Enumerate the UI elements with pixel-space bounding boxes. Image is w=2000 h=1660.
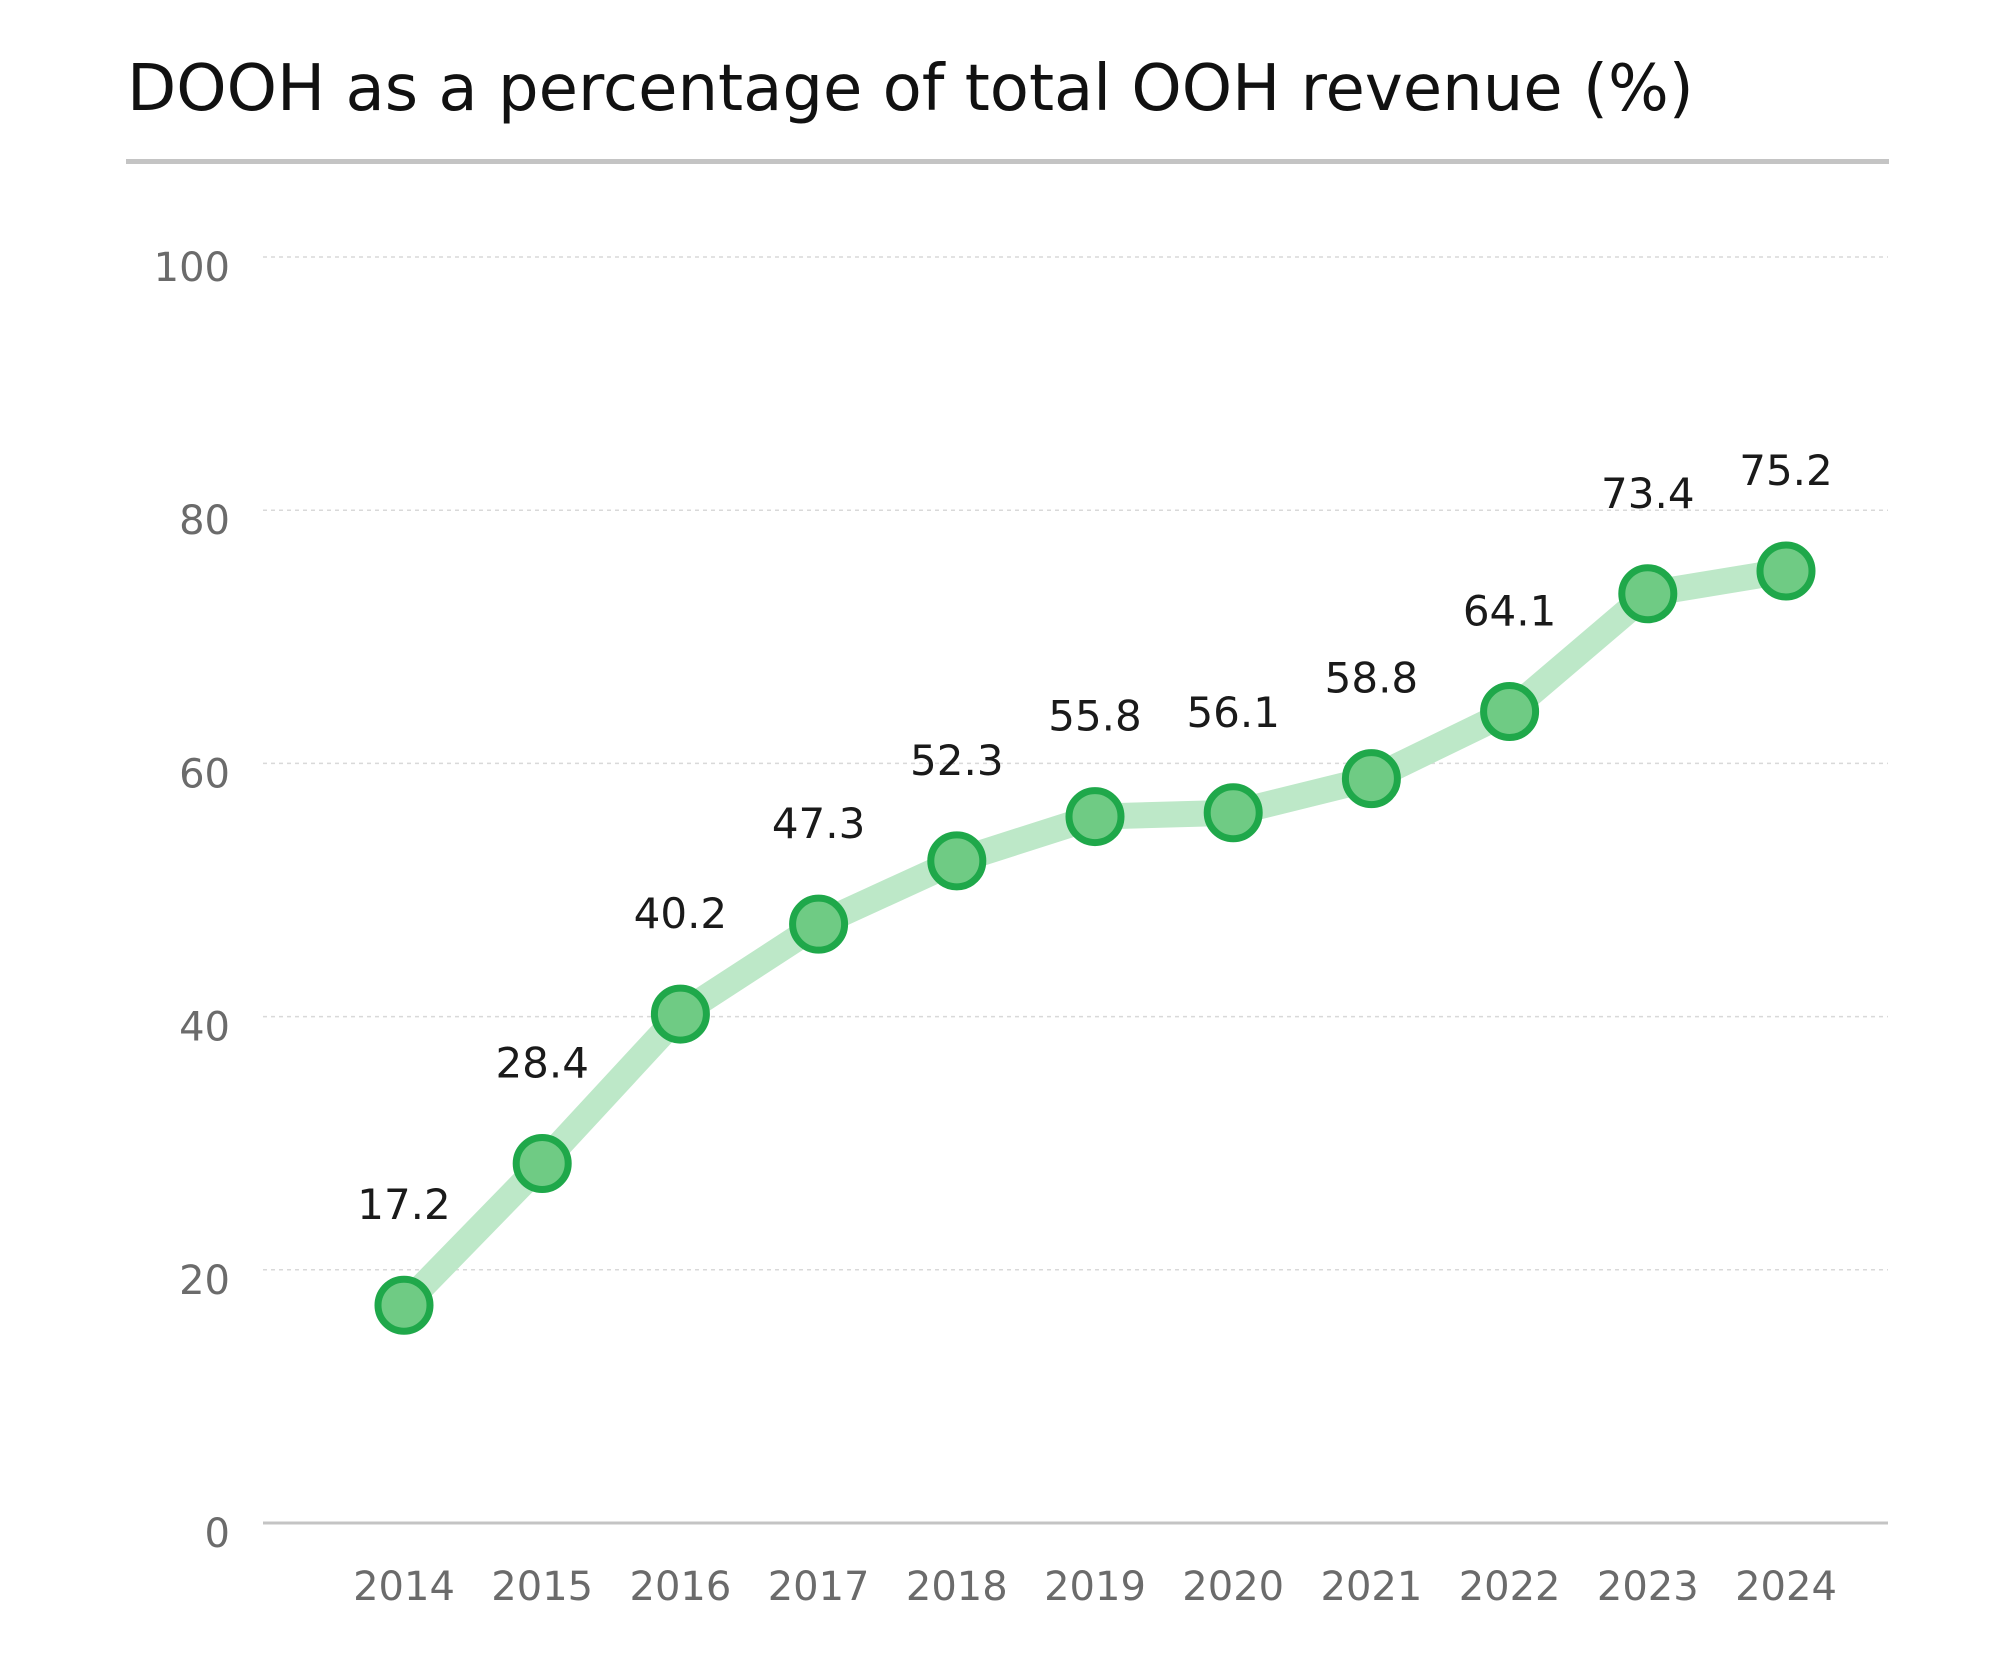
y-tick-label-40: 40 [179, 1005, 230, 1051]
data-label-2014: 17.2 [357, 1180, 451, 1229]
data-point-2020 [1203, 783, 1263, 843]
data-point-2014 [374, 1275, 434, 1335]
data-point-2018 [927, 831, 987, 891]
data-label-2020: 56.1 [1186, 688, 1280, 737]
data-point-2024 [1756, 541, 1816, 601]
data-label-2017: 47.3 [772, 799, 866, 848]
y-tick-label-0: 0 [205, 1511, 230, 1557]
data-point-2022 [1480, 681, 1540, 741]
y-tick-label-60: 60 [179, 751, 230, 797]
x-tick-label-2014: 2014 [353, 1564, 455, 1610]
data-label-2019: 55.8 [1048, 692, 1142, 741]
data-point-2017 [789, 894, 849, 954]
x-tick-label-2021: 2021 [1321, 1564, 1423, 1610]
x-tick-label-2016: 2016 [630, 1564, 732, 1610]
x-tick-label-2023: 2023 [1597, 1564, 1699, 1610]
chart-title: DOOH as a percentage of total OOH revenu… [127, 52, 1694, 126]
x-tick-label-2024: 2024 [1735, 1564, 1837, 1610]
data-label-2021: 58.8 [1325, 654, 1419, 703]
data-label-2016: 40.2 [634, 889, 728, 938]
x-tick-label-2019: 2019 [1044, 1564, 1146, 1610]
x-tick-label-2017: 2017 [768, 1564, 870, 1610]
data-point-2021 [1341, 749, 1401, 809]
y-axis: 0 20 40 60 80 100 [154, 245, 230, 1557]
data-point-2023 [1618, 564, 1678, 624]
data-points [374, 541, 1816, 1335]
data-label-2024: 75.2 [1739, 446, 1833, 495]
x-tick-label-2015: 2015 [491, 1564, 593, 1610]
series-line [391, 557, 1799, 1319]
series-line-path [391, 557, 1799, 1319]
x-tick-label-2022: 2022 [1459, 1564, 1561, 1610]
gridlines [263, 256, 1888, 1525]
title-divider [126, 159, 1889, 164]
data-label-2018: 52.3 [910, 736, 1004, 785]
y-tick-label-20: 20 [179, 1258, 230, 1304]
data-point-2015 [512, 1133, 572, 1193]
data-label-2022: 64.1 [1463, 586, 1557, 635]
x-tick-label-2020: 2020 [1182, 1564, 1284, 1610]
x-axis: 2014 2015 2016 2017 2018 2019 2020 2021 2022 2023… [353, 1564, 1837, 1610]
data-point-2016 [650, 984, 710, 1044]
y-tick-label-100: 100 [154, 245, 230, 291]
data-labels: 17.2 28.4 40.2 47.3 52.3 55.8 56.1 58.8 64.1 73.4… [357, 446, 1833, 1229]
x-tick-label-2018: 2018 [906, 1564, 1008, 1610]
data-label-2023: 73.4 [1601, 469, 1695, 518]
y-tick-label-80: 80 [179, 498, 230, 544]
data-label-2015: 28.4 [495, 1038, 589, 1087]
data-point-2019 [1065, 787, 1125, 847]
